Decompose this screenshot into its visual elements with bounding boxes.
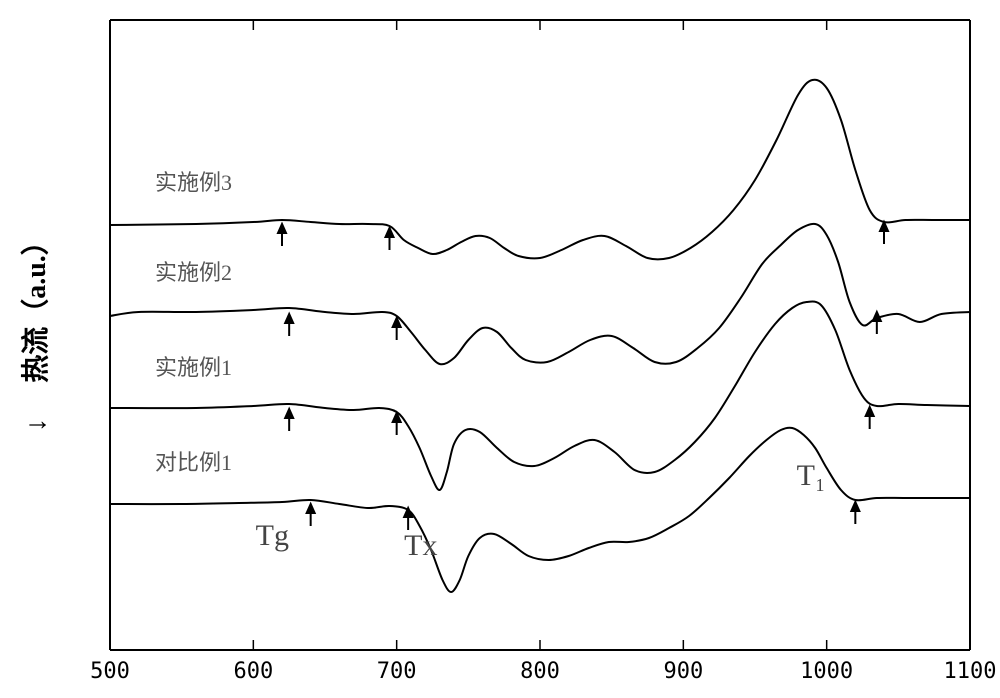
xtick-label: 1100	[944, 659, 997, 684]
y-axis-arrow-icon: ↓	[21, 418, 52, 432]
tx-arrow-example2	[393, 318, 401, 340]
tg-label: Tg	[256, 519, 289, 552]
chart-svg: 500 600 700 800 900 1000 1100 热流（a.u.） ↓ 实施例3 实施例2…	[0, 0, 1000, 698]
t1-arrow-example1	[866, 407, 874, 429]
curve-compare1	[110, 428, 970, 592]
xtick-label: 900	[663, 659, 703, 684]
tg-arrow-example3	[278, 224, 286, 246]
tx-arrow-example1	[393, 413, 401, 435]
curve-example1	[110, 301, 970, 490]
t1-arrow-example2	[873, 312, 881, 334]
tx-label: Tx	[404, 529, 437, 562]
tx-arrow-example3	[386, 228, 394, 250]
curve-label-example1: 实施例1	[155, 355, 232, 380]
xtick-label: 500	[90, 659, 130, 684]
curve-label-example3: 实施例3	[155, 170, 232, 195]
dsc-chart: 500 600 700 800 900 1000 1100 热流（a.u.） ↓ 实施例3 实施例2…	[0, 0, 1000, 698]
t1-arrow-compare1	[851, 502, 859, 524]
y-axis-label: 热流（a.u.）	[19, 227, 52, 383]
t1-arrow-example3	[880, 222, 888, 244]
tg-arrow-example2	[285, 314, 293, 336]
tg-arrow-example1	[285, 409, 293, 431]
xtick-label: 800	[520, 659, 560, 684]
xtick-label: 1000	[800, 659, 853, 684]
curve-example3	[110, 80, 970, 260]
t1-label: T₁	[797, 459, 826, 492]
xtick-label: 700	[377, 659, 417, 684]
xtick-label: 600	[233, 659, 273, 684]
curve-label-compare1: 对比例1	[155, 450, 232, 475]
tg-arrow-compare1	[307, 504, 315, 526]
curve-label-example2: 实施例2	[155, 260, 232, 285]
